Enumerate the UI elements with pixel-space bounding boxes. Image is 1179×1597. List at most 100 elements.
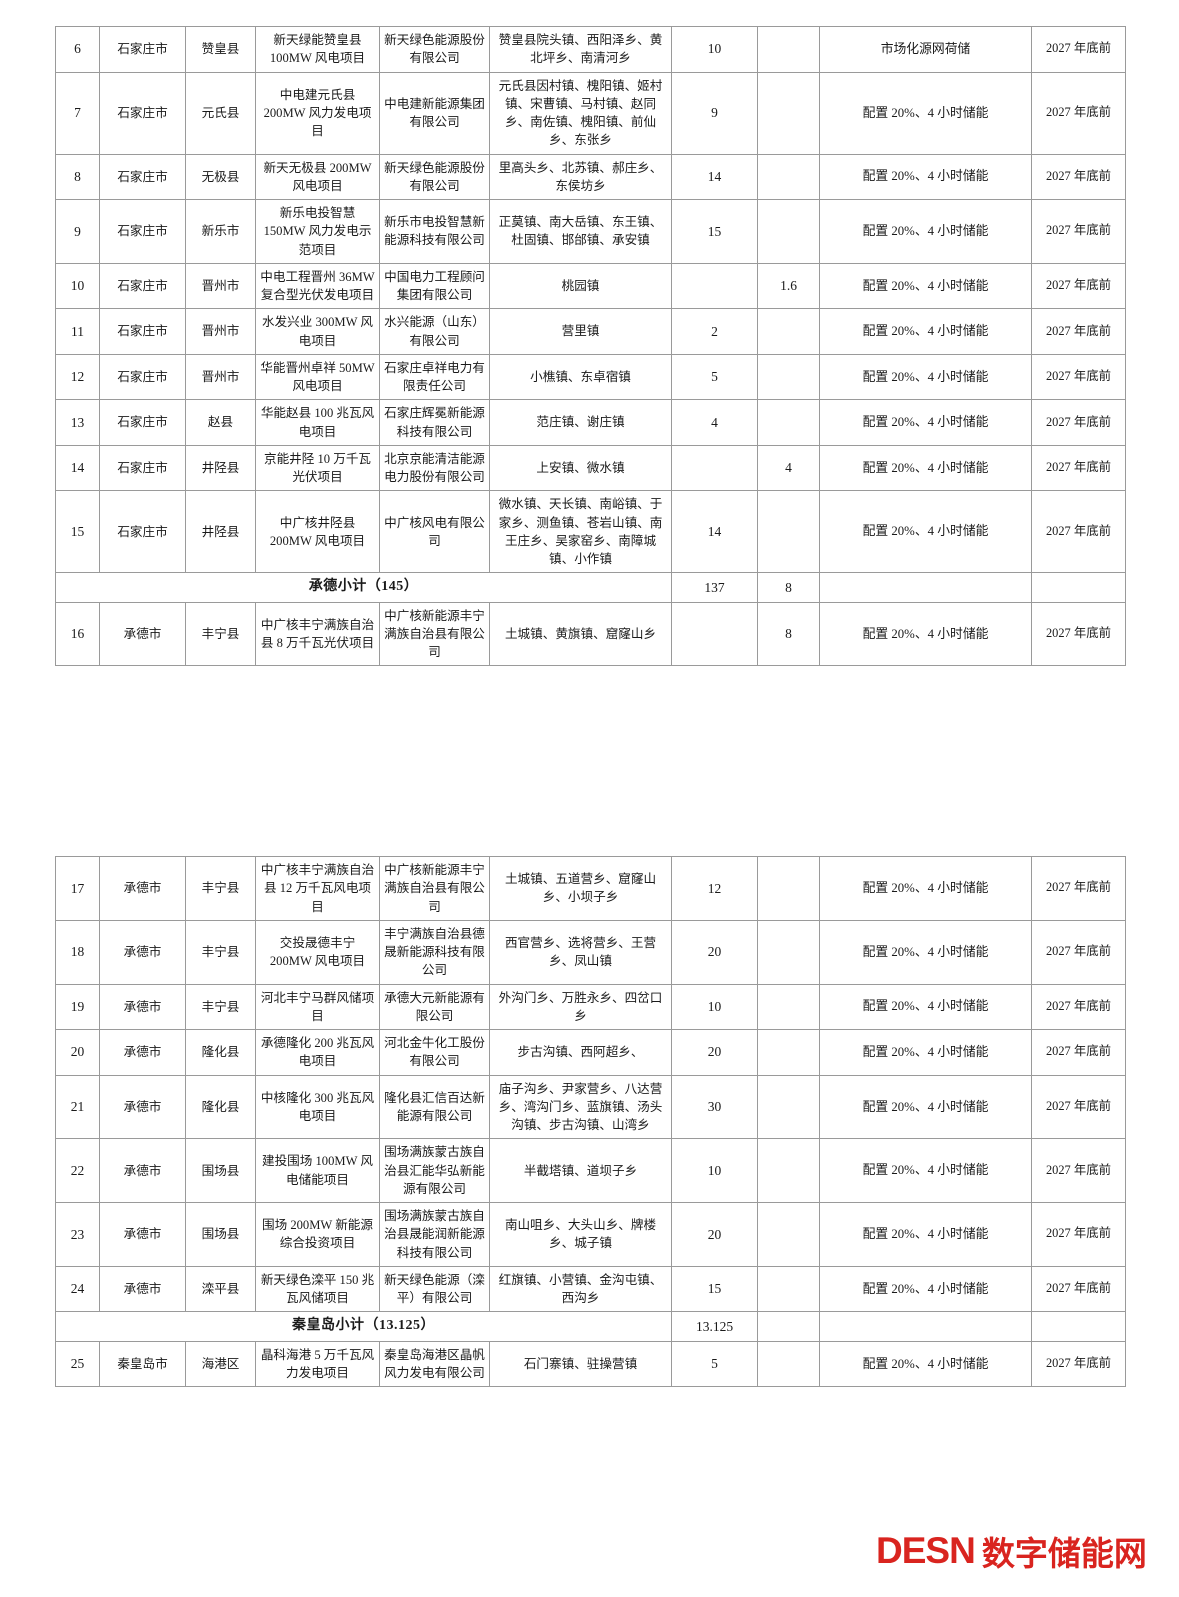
table-row: 22 承德市 围场县 建投围场 100MW 风电储能项目 围场满族蒙古族自治县汇能华弘新… (55, 1138, 1126, 1203)
subtotal-capacity-b: 8 (757, 572, 820, 603)
row-city: 石家庄市 (99, 26, 186, 73)
row-capacity-a: 10 (671, 983, 758, 1030)
row-city: 承德市 (99, 919, 186, 985)
project-table-block-1: 6 石家庄市 赞皇县 新天绿能赞皇县 100MW 风电项目 新天绿色能源股份有限公司 赞皇… (55, 26, 1126, 667)
row-county: 赵县 (185, 399, 256, 446)
row-location: 外沟门乡、万胜永乡、四岔口乡 (489, 983, 672, 1030)
row-storage-requirement: 配置 20%、4 小时储能 (819, 199, 1032, 264)
row-county: 隆化县 (185, 1029, 256, 1076)
row-capacity-a: 14 (671, 153, 758, 200)
row-number: 19 (55, 983, 100, 1030)
row-company-name: 中电建新能源集团有限公司 (379, 71, 490, 155)
row-city: 承德市 (99, 1202, 186, 1267)
subtotal-row: 承德小计（145） 137 8 (55, 572, 1126, 603)
row-city: 石家庄市 (99, 71, 186, 155)
table-row: 19 承德市 丰宁县 河北丰宁马群风储项目 承德大元新能源有限公司 外沟门乡、万胜永乡、四… (55, 983, 1126, 1030)
table-row: 20 承德市 隆化县 承德隆化 200 兆瓦风电项目 河北金牛化工股份有限公司 步古沟镇、… (55, 1029, 1126, 1076)
row-location: 桃园镇 (489, 262, 672, 310)
row-capacity-b (757, 919, 820, 985)
table-row: 13 石家庄市 赵县 华能赵县 100 兆瓦风电项目 石家庄辉冕新能源科技有限公司 范庄镇… (55, 399, 1126, 446)
row-deadline: 2027 年底前 (1031, 919, 1126, 985)
row-project-name: 京能井陉 10 万千瓦光伏项目 (255, 444, 380, 492)
row-company-name: 中国电力工程顾问集团有限公司 (379, 262, 490, 310)
row-number: 12 (55, 353, 100, 401)
watermark-latin-text: DESN (876, 1530, 976, 1571)
table-row: 18 承德市 丰宁县 交投晟德丰宁 200MW 风电项目 丰宁满族自治县德晟新能源科技有… (55, 919, 1126, 985)
row-county: 井陉县 (185, 490, 256, 574)
row-capacity-a: 20 (671, 1029, 758, 1076)
row-city: 石家庄市 (99, 353, 186, 401)
row-number: 9 (55, 199, 100, 264)
subtotal-storage (819, 1311, 1032, 1342)
row-county: 井陉县 (185, 444, 256, 492)
row-location: 范庄镇、谢庄镇 (489, 399, 672, 446)
row-capacity-a: 4 (671, 399, 758, 446)
row-deadline: 2027 年底前 (1031, 1138, 1126, 1203)
subtotal-row: 秦皇岛小计（13.125） 13.125 (55, 1311, 1126, 1342)
row-city: 石家庄市 (99, 444, 186, 492)
row-city: 承德市 (99, 1029, 186, 1076)
row-city: 石家庄市 (99, 490, 186, 574)
row-storage-requirement: 配置 20%、4 小时储能 (819, 919, 1032, 985)
row-project-name: 中广核丰宁满族自治县 12 万千瓦风电项目 (255, 856, 380, 921)
row-company-name: 隆化县汇信百达新能源有限公司 (379, 1074, 490, 1140)
project-table-top: 6 石家庄市 赞皇县 新天绿能赞皇县 100MW 风电项目 新天绿色能源股份有限公司 赞皇… (55, 26, 1126, 667)
row-county: 丰宁县 (185, 856, 256, 921)
row-project-name: 中电工程晋州 36MW 复合型光伏发电项目 (255, 262, 380, 310)
row-storage-requirement: 配置 20%、4 小时储能 (819, 1029, 1032, 1076)
row-company-name: 中广核新能源丰宁满族自治县有限公司 (379, 601, 490, 667)
row-project-name: 新天绿色滦平 150 兆瓦风储项目 (255, 1265, 380, 1313)
row-county: 海港区 (185, 1340, 256, 1388)
row-deadline: 2027 年底前 (1031, 353, 1126, 401)
row-capacity-b (757, 1340, 820, 1388)
row-county: 丰宁县 (185, 919, 256, 985)
row-capacity-b (757, 26, 820, 73)
row-capacity-a: 30 (671, 1074, 758, 1140)
row-capacity-b: 1.6 (757, 262, 820, 310)
subtotal-capacity-b (757, 1311, 820, 1342)
row-capacity-b (757, 1138, 820, 1203)
row-capacity-b (757, 353, 820, 401)
row-deadline: 2027 年底前 (1031, 1265, 1126, 1313)
table-row: 6 石家庄市 赞皇县 新天绿能赞皇县 100MW 风电项目 新天绿色能源股份有限公司 赞皇… (55, 26, 1126, 73)
subtotal-deadline (1031, 572, 1126, 603)
row-city: 承德市 (99, 1138, 186, 1203)
row-capacity-b (757, 1074, 820, 1140)
row-county: 赞皇县 (185, 26, 256, 73)
row-county: 无极县 (185, 153, 256, 200)
row-location: 半截塔镇、道坝子乡 (489, 1138, 672, 1203)
row-county: 新乐市 (185, 199, 256, 264)
row-number: 15 (55, 490, 100, 574)
row-project-name: 河北丰宁马群风储项目 (255, 983, 380, 1030)
table-row: 7 石家庄市 元氏县 中电建元氏县 200MW 风力发电项目 中电建新能源集团有限公司元… (55, 71, 1126, 155)
row-storage-requirement: 配置 20%、4 小时储能 (819, 1265, 1032, 1313)
row-deadline: 2027 年底前 (1031, 490, 1126, 574)
row-county: 晋州市 (185, 353, 256, 401)
row-company-name: 围场满族蒙古族自治县晟能润新能源科技有限公司 (379, 1202, 490, 1267)
row-deadline: 2027 年底前 (1031, 1202, 1126, 1267)
row-number: 24 (55, 1265, 100, 1313)
table-row: 25 秦皇岛市 海港区 晶科海港 5 万千瓦风力发电项目 秦皇岛海港区晶帆风力发电有限公… (55, 1340, 1126, 1388)
subtotal-label: 秦皇岛小计（13.125） (55, 1311, 672, 1342)
row-capacity-a: 5 (671, 353, 758, 401)
row-storage-requirement: 配置 20%、4 小时储能 (819, 490, 1032, 574)
row-county: 滦平县 (185, 1265, 256, 1313)
row-location: 土城镇、五道营乡、窟窿山乡、小坝子乡 (489, 856, 672, 921)
row-capacity-a: 15 (671, 199, 758, 264)
row-project-name: 华能晋州卓祥 50MW 风电项目 (255, 353, 380, 401)
row-county: 丰宁县 (185, 983, 256, 1030)
subtotal-capacity-a: 13.125 (671, 1311, 758, 1342)
row-project-name: 承德隆化 200 兆瓦风电项目 (255, 1029, 380, 1076)
row-location: 红旗镇、小营镇、金沟屯镇、西沟乡 (489, 1265, 672, 1313)
table-row: 24 承德市 滦平县 新天绿色滦平 150 兆瓦风储项目 新天绿色能源（滦平）有限公司红… (55, 1265, 1126, 1313)
row-storage-requirement: 配置 20%、4 小时储能 (819, 71, 1032, 155)
row-county: 元氏县 (185, 71, 256, 155)
row-location: 赞皇县院头镇、西阳泽乡、黄北坪乡、南清河乡 (489, 26, 672, 73)
subtotal-storage (819, 572, 1032, 603)
row-city: 石家庄市 (99, 262, 186, 310)
row-deadline: 2027 年底前 (1031, 1074, 1126, 1140)
row-city: 承德市 (99, 983, 186, 1030)
row-capacity-b (757, 856, 820, 921)
row-location: 正莫镇、南大岳镇、东王镇、杜固镇、邯邰镇、承安镇 (489, 199, 672, 264)
row-deadline: 2027 年底前 (1031, 983, 1126, 1030)
